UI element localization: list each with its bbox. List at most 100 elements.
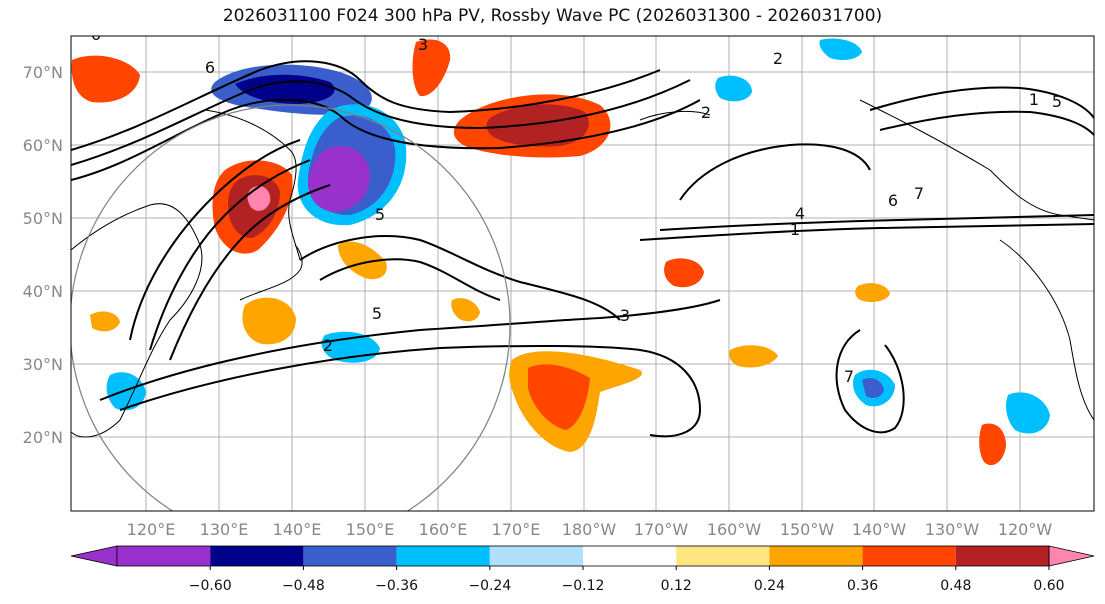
contour-line	[299, 235, 621, 321]
contour-line	[71, 60, 661, 151]
pos-anomaly-bering-core	[486, 104, 589, 147]
contour-label: 3	[418, 35, 428, 54]
pos-anomaly-chukotka	[412, 39, 451, 97]
lon-tick-label: 160°E	[419, 520, 468, 539]
rossby-wave-region-circle	[71, 104, 511, 511]
lat-tick-label: 50°N	[23, 209, 63, 228]
contour-label: 2	[773, 49, 783, 68]
lon-tick-label: 180°W	[562, 520, 617, 539]
lat-tick-label: 60°N	[23, 136, 63, 155]
contour-line	[639, 223, 1094, 241]
latitude-tick-labels: 70°N 60°N 50°N 40°N 30°N 20°N	[23, 63, 63, 447]
colorbar-bin	[862, 546, 956, 566]
map-title: 2026031100 F024 300 hPa PV, Rossby Wave …	[222, 6, 883, 26]
contour-line	[129, 139, 301, 341]
contour-label: 7	[914, 184, 924, 203]
colorbar-label: 0.60	[1033, 578, 1064, 594]
contour-line	[71, 79, 691, 166]
contour-line	[679, 143, 871, 201]
lon-tick-label: 120°W	[998, 520, 1053, 539]
contour-label: 1	[1029, 90, 1039, 109]
colorbar: −0.60 −0.48 −0.36 −0.24 −0.12 0.12 0.24 0.36 0.4…	[70, 545, 1095, 594]
lon-tick-label: 130°E	[200, 520, 249, 539]
map-border	[70, 35, 1095, 512]
rossby-wave-contours	[71, 60, 1094, 438]
neg-anomaly-kuril-core	[308, 146, 370, 212]
pos-anomaly-siberia	[71, 55, 140, 103]
asia-coast	[71, 203, 203, 438]
pv-anomaly-fills	[71, 38, 1050, 466]
lon-tick-label: 150°W	[780, 520, 835, 539]
lon-tick-label: 170°E	[492, 520, 541, 539]
colorbar-label: 0.24	[754, 578, 785, 594]
lon-tick-label: 140°E	[273, 520, 322, 539]
neg-anomaly-alaska	[715, 75, 752, 102]
neg-anomaly-arctic	[819, 38, 862, 60]
contour-line	[319, 258, 501, 301]
colorbar-label: −0.12	[562, 578, 605, 594]
pos-anomaly-north-pacific	[338, 241, 387, 280]
contour-label: 6	[888, 191, 898, 210]
colorbar-extend-max	[1048, 545, 1095, 567]
pos-anomaly-honshu	[242, 297, 296, 345]
colorbar-bin	[676, 546, 770, 566]
colorbar-bin	[303, 546, 397, 566]
colorbar-label: −0.36	[375, 578, 418, 594]
longitude-tick-labels: 120°E 130°E 140°E 150°E 160°E 170°E 180°W 170°W…	[127, 520, 1053, 539]
colorbar-bin	[489, 546, 583, 566]
contour-label: 1	[790, 220, 800, 239]
contour-label: 4	[795, 204, 805, 223]
neg-anomaly-east-pacific-core	[862, 378, 884, 398]
contour-line	[835, 329, 905, 434]
contour-line	[879, 110, 1094, 136]
contour-line	[119, 344, 702, 438]
colorbar-bin	[117, 546, 211, 566]
colorbar-label: 0.12	[661, 578, 692, 594]
lat-tick-label: 30°N	[23, 355, 63, 374]
colorbar-label: 0.48	[940, 578, 971, 594]
lat-tick-label: 40°N	[23, 282, 63, 301]
colorbar-label: −0.48	[282, 578, 325, 594]
contour-label: 7	[844, 367, 854, 386]
contour-line	[149, 159, 311, 351]
pos-anomaly-subtropical-core	[528, 364, 590, 430]
contour-label: 3	[620, 306, 630, 325]
colorbar-label: −0.60	[189, 578, 232, 594]
contour-label: 5	[375, 205, 385, 224]
pos-anomaly-mid-pacific	[664, 258, 704, 288]
contour-line	[71, 98, 701, 181]
contour-label: 5	[372, 304, 382, 323]
japan-coast	[239, 244, 303, 301]
neg-anomaly-mexico	[1006, 392, 1050, 434]
contour-line	[169, 184, 331, 361]
contour-line	[99, 299, 721, 401]
contour-line	[869, 86, 1094, 119]
contour-label: 2	[701, 103, 711, 122]
contour-label: 5	[1052, 92, 1062, 111]
colorbar-label: −0.24	[468, 578, 511, 594]
lon-tick-label: 170°W	[634, 520, 689, 539]
na-west-coast	[999, 239, 1094, 421]
pos-anomaly-china-small	[90, 311, 120, 332]
contour-label: 2	[323, 336, 333, 355]
contour-line	[659, 214, 1094, 231]
pos-anomaly-gulf	[855, 283, 890, 302]
pos-anomaly-hawaii	[729, 345, 778, 368]
lon-tick-label: 160°W	[707, 520, 762, 539]
neg-anomaly-china	[106, 372, 146, 411]
colorbar-bin	[955, 546, 1049, 566]
colorbar-bin	[769, 546, 863, 566]
contour-label: 6	[205, 58, 215, 77]
contour-label: 6	[91, 25, 101, 44]
lon-tick-label: 130°W	[925, 520, 980, 539]
colorbar-bin	[583, 546, 677, 566]
lon-tick-label: 140°W	[852, 520, 907, 539]
colorbar-label: 0.36	[847, 578, 878, 594]
lat-tick-label: 20°N	[23, 428, 63, 447]
lat-tick-label: 70°N	[23, 63, 63, 82]
colorbar-extend-min	[70, 545, 118, 567]
pos-anomaly-baja	[979, 423, 1006, 466]
colorbar-bin	[210, 546, 304, 566]
